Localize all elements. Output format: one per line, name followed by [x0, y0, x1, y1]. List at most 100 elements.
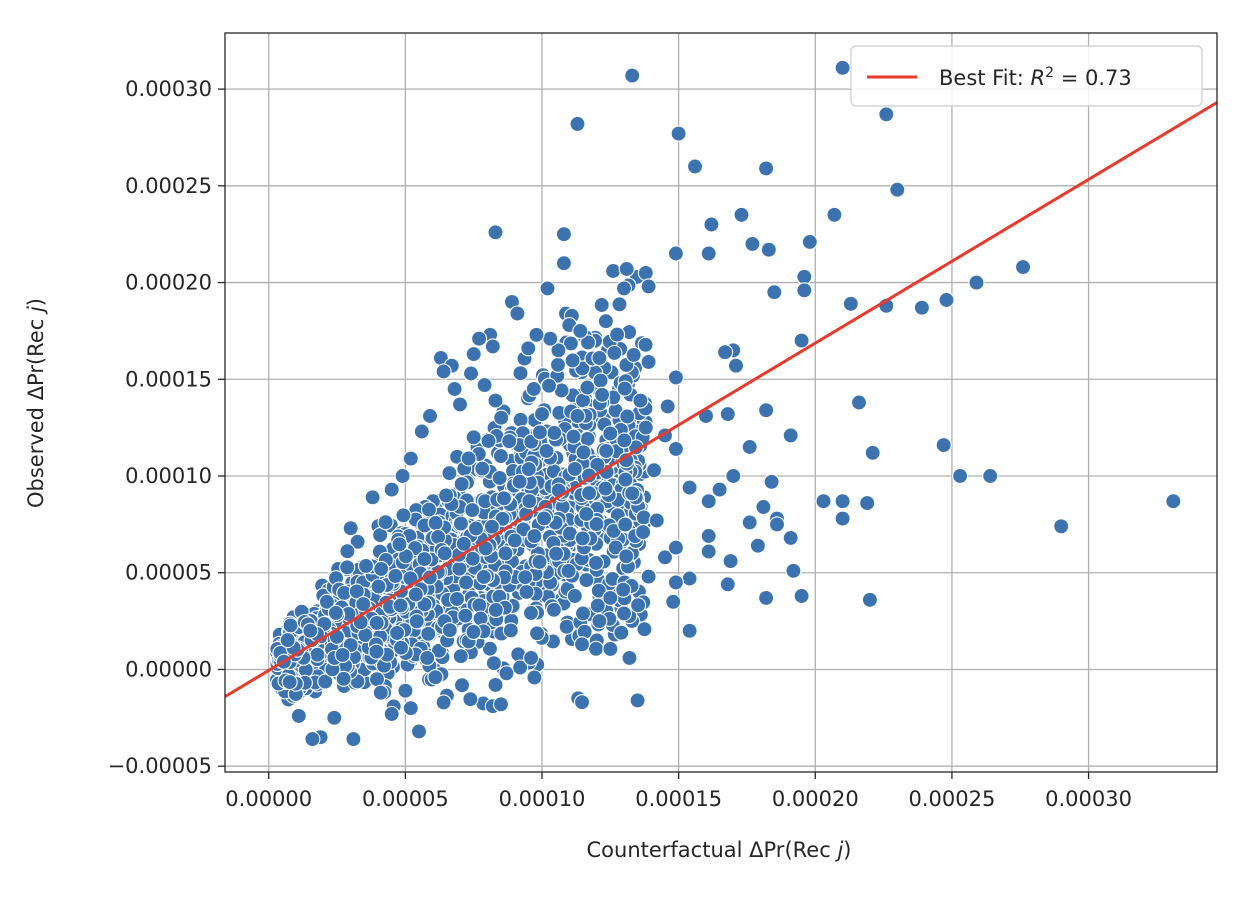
data-point — [952, 467, 969, 485]
data-point — [566, 460, 583, 477]
data-point — [711, 481, 728, 498]
data-point — [339, 559, 356, 576]
data-point — [509, 305, 526, 322]
data-point — [760, 241, 777, 258]
data-point — [889, 181, 906, 198]
data-point — [495, 490, 513, 507]
data-point — [531, 553, 548, 571]
data-point — [579, 379, 596, 396]
data-point — [579, 430, 596, 447]
data-point — [850, 394, 868, 411]
best-fit-line-group — [224, 101, 1218, 698]
data-point — [452, 515, 469, 532]
data-point — [453, 476, 470, 493]
data-point — [602, 425, 619, 442]
data-point — [591, 349, 608, 367]
data-point — [309, 646, 326, 663]
data-point — [785, 562, 802, 579]
data-point — [768, 516, 786, 533]
data-point — [665, 593, 682, 610]
data-point — [632, 392, 649, 409]
data-point — [635, 524, 652, 541]
data-point — [573, 694, 591, 711]
data-point — [727, 357, 745, 374]
data-point — [588, 516, 605, 533]
data-point — [455, 535, 472, 552]
data-point — [574, 530, 591, 547]
data-point — [355, 596, 372, 613]
data-point — [565, 428, 582, 445]
data-point — [573, 636, 591, 653]
data-point — [334, 646, 351, 663]
data-point — [471, 597, 488, 614]
data-point — [722, 553, 739, 570]
data-point — [368, 671, 386, 688]
data-point — [387, 567, 404, 585]
data-point — [878, 106, 895, 123]
data-points — [268, 59, 1182, 748]
data-point — [446, 380, 463, 398]
data-point — [520, 461, 537, 478]
data-point — [605, 262, 622, 280]
x-tick-label: 0.00020 — [772, 787, 859, 811]
data-point — [392, 639, 410, 656]
data-point — [558, 618, 575, 635]
data-point — [637, 336, 654, 353]
plot-frame — [224, 32, 1218, 773]
data-point — [523, 649, 540, 666]
data-point — [506, 532, 523, 549]
data-point — [475, 568, 492, 586]
data-point — [741, 438, 758, 456]
x-tick-label: 0.00005 — [362, 787, 449, 811]
data-point — [629, 692, 646, 709]
data-point — [1053, 518, 1070, 535]
data-point — [448, 590, 466, 608]
data-point — [451, 560, 468, 577]
data-point — [419, 649, 436, 666]
data-point — [345, 731, 362, 748]
data-point — [670, 125, 687, 142]
data-point — [392, 597, 409, 614]
data-point — [681, 479, 698, 496]
data-point — [640, 568, 657, 585]
data-point — [427, 514, 444, 532]
data-point — [667, 574, 684, 591]
data-point — [410, 723, 428, 740]
data-point — [512, 659, 529, 676]
data-point — [569, 115, 586, 132]
data-point — [457, 607, 474, 624]
data-point — [681, 622, 698, 639]
data-point — [637, 264, 654, 281]
data-point — [427, 669, 444, 686]
data-point — [859, 495, 876, 512]
data-point — [342, 520, 359, 537]
data-point — [512, 365, 529, 382]
data-point — [796, 268, 813, 285]
data-point — [481, 640, 498, 657]
data-point — [357, 557, 375, 574]
y-tick-label: 0.00020 — [125, 271, 212, 295]
data-point — [613, 624, 630, 641]
x-tick-label: 0.00025 — [908, 787, 995, 811]
x-tick-label: 0.00010 — [499, 787, 586, 811]
data-point — [717, 344, 734, 361]
data-point — [842, 295, 859, 312]
data-point — [782, 529, 799, 546]
y-tick-label: 0.00030 — [125, 77, 212, 101]
data-point — [502, 622, 519, 639]
data-point — [606, 344, 623, 361]
data-point — [581, 485, 598, 502]
data-point — [438, 487, 455, 504]
data-point — [982, 467, 999, 485]
data-point — [521, 493, 538, 510]
data-point — [281, 674, 298, 691]
data-point — [526, 669, 543, 686]
data-point — [546, 424, 563, 441]
data-point — [621, 649, 638, 666]
data-point — [569, 407, 586, 425]
data-point — [625, 346, 642, 363]
data-point — [441, 622, 458, 639]
y-tick-label: 0.00005 — [125, 561, 212, 585]
data-point — [517, 569, 534, 586]
